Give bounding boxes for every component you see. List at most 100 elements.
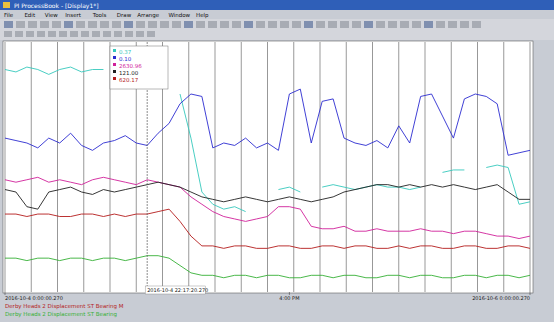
grid-line — [398, 42, 399, 292]
legend-entry: Derby Heads 2 Displacement ST Bearing — [5, 311, 117, 318]
series-group — [5, 67, 530, 278]
x-tick-label: 4:00 PM — [279, 295, 299, 301]
grid-line — [320, 42, 321, 292]
menu-item[interactable]: Arrange — [137, 12, 160, 19]
toolbar-button[interactable] — [424, 21, 433, 28]
toolbar-button[interactable] — [172, 21, 181, 28]
toolbar-button[interactable] — [136, 21, 145, 28]
toolbar-button[interactable] — [220, 21, 229, 28]
toolbar-button[interactable] — [388, 21, 397, 28]
toolbar-button[interactable] — [448, 21, 457, 28]
toolbar-button[interactable] — [316, 21, 325, 28]
toolbar-button[interactable] — [292, 21, 301, 28]
toolbar-button[interactable] — [232, 21, 241, 28]
toolbar-button[interactable] — [112, 21, 121, 28]
grid-line — [372, 42, 373, 292]
screen: PI ProcessBook - [Display1*]File Edit View… — [0, 0, 554, 322]
grid-line — [215, 42, 216, 292]
toolbar-button[interactable] — [280, 21, 289, 28]
grid-line — [57, 42, 58, 292]
toolbar-button[interactable] — [16, 21, 25, 28]
menu-item[interactable]: Tools — [92, 12, 107, 18]
cursor-values-box — [110, 46, 168, 89]
grid-line — [346, 42, 347, 292]
grid-line — [477, 42, 478, 292]
toolbar-button[interactable] — [103, 31, 111, 37]
app-icon — [3, 2, 10, 8]
toolbar-button[interactable] — [40, 21, 49, 28]
toolbar-button[interactable] — [364, 21, 373, 28]
toolbar-button[interactable] — [412, 21, 421, 28]
toolbar-button[interactable] — [37, 31, 45, 37]
toolbar-button[interactable] — [400, 21, 409, 28]
toolbar-button[interactable] — [76, 21, 85, 28]
toolbar-button[interactable] — [256, 21, 265, 28]
toolbar — [0, 19, 554, 40]
toolbar-button[interactable] — [208, 21, 217, 28]
toolbar-button[interactable] — [184, 21, 193, 28]
plot-frame — [3, 41, 533, 293]
grid-line — [188, 42, 189, 292]
legend-entry: Derby Heads 2 Displacement ST Bearing M — [5, 303, 124, 310]
toolbar-button[interactable] — [28, 21, 37, 28]
toolbar-button[interactable] — [136, 31, 144, 37]
toolbar-button[interactable] — [125, 31, 133, 37]
menu-item[interactable]: View — [45, 12, 59, 18]
toolbar-button[interactable] — [70, 31, 78, 37]
toolbar-button[interactable] — [81, 31, 89, 37]
toolbar-button[interactable] — [4, 21, 13, 28]
menu-item[interactable]: File — [4, 12, 14, 18]
toolbar-button[interactable] — [59, 31, 67, 37]
background — [0, 0, 554, 322]
cursor-value: 0.37 — [119, 49, 132, 55]
menu-item[interactable]: Edit — [24, 12, 35, 18]
toolbar-button[interactable] — [460, 21, 469, 28]
grid-line — [5, 42, 6, 292]
toolbar-button[interactable] — [48, 31, 56, 37]
cursor-label: 2016-10-4 22:17:20.270 — [147, 287, 208, 293]
toolbar-button[interactable] — [352, 21, 361, 28]
cursor-value-swatch — [113, 70, 116, 73]
toolbar-button[interactable] — [26, 31, 34, 37]
menu-item[interactable]: Draw — [117, 12, 132, 18]
toolbar-button[interactable] — [376, 21, 385, 28]
toolbar-button[interactable] — [268, 21, 277, 28]
toolbar-button[interactable] — [436, 21, 445, 28]
window-title: PI ProcessBook - [Display1*] — [14, 2, 99, 10]
toolbar-button[interactable] — [124, 21, 133, 28]
toolbar-button[interactable] — [147, 31, 155, 37]
toolbar-button[interactable] — [88, 21, 97, 28]
cursor-value-swatch — [113, 56, 116, 59]
series-line — [5, 182, 530, 209]
toolbar-button[interactable] — [114, 31, 122, 37]
toolbar-button[interactable] — [472, 21, 481, 28]
menu-item[interactable]: Help — [196, 12, 209, 19]
toolbar-button[interactable] — [304, 21, 313, 28]
toolbar-button[interactable] — [15, 31, 23, 37]
cursor-value: 620.17 — [119, 77, 139, 83]
x-tick-label: 2016-10-6 0:00:00.270 — [472, 295, 530, 301]
toolbar-button[interactable] — [244, 21, 253, 28]
toolbar-button[interactable] — [100, 21, 109, 28]
toolbar-button[interactable] — [340, 21, 349, 28]
toolbar-button[interactable] — [64, 21, 73, 28]
cursor-value: 121.00 — [119, 70, 139, 76]
grid-line — [83, 42, 84, 292]
menu-item[interactable]: Window — [168, 12, 190, 18]
toolbar-button[interactable] — [148, 21, 157, 28]
toolbar-button[interactable] — [4, 31, 12, 37]
toolbar-button[interactable] — [92, 31, 100, 37]
menu-item[interactable]: Insert — [65, 12, 82, 18]
toolbar-button[interactable] — [160, 21, 169, 28]
series-line — [5, 177, 530, 238]
toolbar-button[interactable] — [196, 21, 205, 28]
toolbar-button[interactable] — [52, 21, 61, 28]
grid-line — [530, 42, 531, 292]
toolbar-button[interactable] — [328, 21, 337, 28]
title-bar — [0, 0, 554, 10]
grid-line — [241, 42, 242, 292]
cursor-value-swatch — [113, 49, 116, 52]
grid-line — [293, 42, 294, 292]
grid-line — [425, 42, 426, 292]
x-tick-label: 2016-10-4 0:00:00.270 — [5, 295, 63, 301]
